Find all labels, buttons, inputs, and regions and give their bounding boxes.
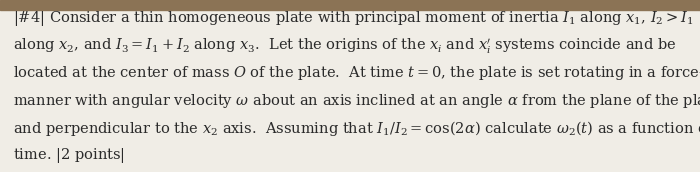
Text: $|$#4$|$ Consider a thin homogeneous plate with principal moment of inertia $I_1: $|$#4$|$ Consider a thin homogeneous pla… bbox=[13, 9, 693, 28]
Text: and perpendicular to the $x_2$ axis.  Assuming that $I_1/I_2 = \cos(2\alpha)$ ca: and perpendicular to the $x_2$ axis. Ass… bbox=[13, 119, 700, 138]
Text: along $x_2$, and $I_3 = I_1 + I_2$ along $x_3$.  Let the origins of the $x_i$ an: along $x_2$, and $I_3 = I_1 + I_2$ along… bbox=[13, 36, 676, 56]
Text: time. $|$2 points$|$: time. $|$2 points$|$ bbox=[13, 146, 125, 165]
Bar bbox=[0, 0, 700, 10]
Text: manner with angular velocity $\omega$ about an axis inclined at an angle $\alpha: manner with angular velocity $\omega$ ab… bbox=[13, 92, 700, 110]
Text: located at the center of mass $O$ of the plate.  At time $t = 0$, the plate is s: located at the center of mass $O$ of the… bbox=[13, 64, 700, 82]
